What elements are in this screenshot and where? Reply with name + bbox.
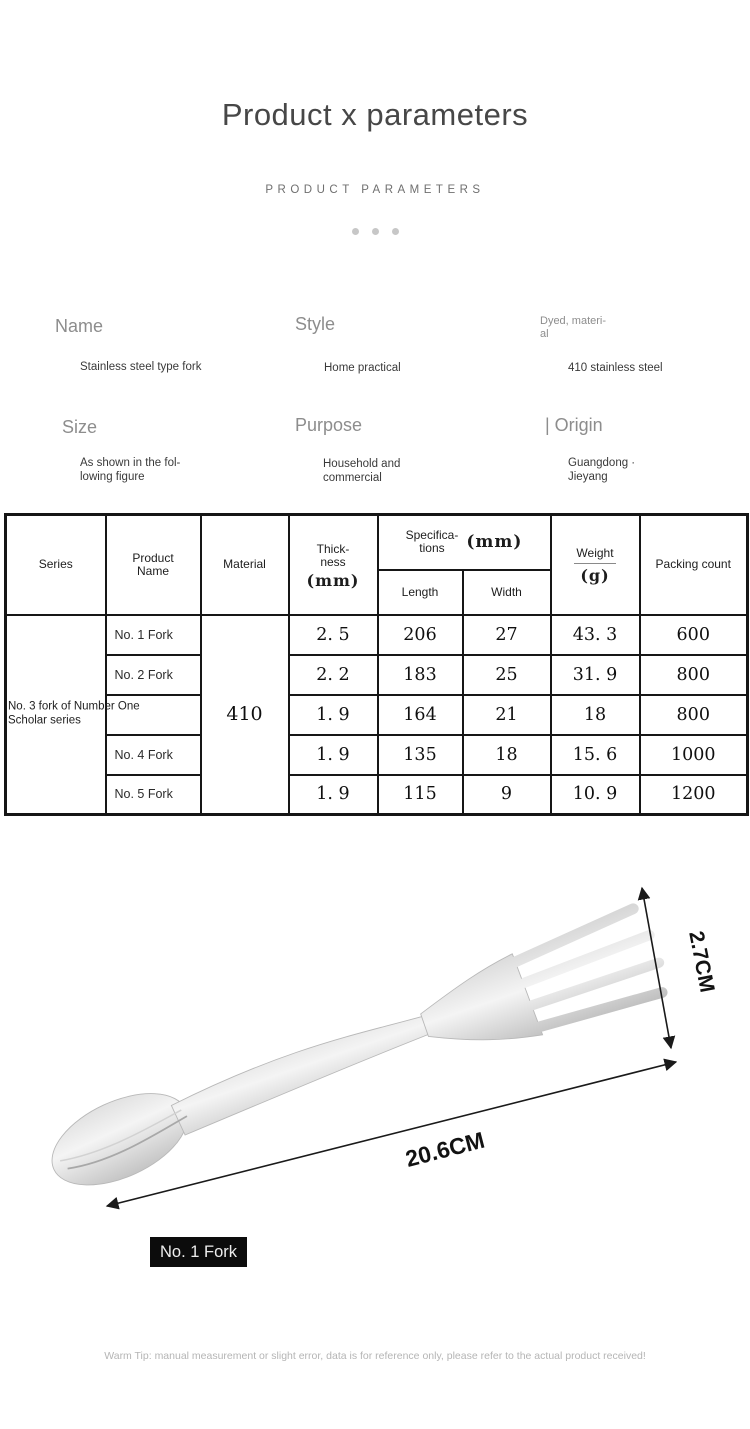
page-subtitle: PRODUCT PARAMETERS xyxy=(265,184,485,196)
width-dimension-arrow xyxy=(637,886,676,1050)
product-name-cell: No. 5 Fork xyxy=(104,773,202,816)
thickness-cell: 2. 5 xyxy=(287,613,379,656)
table-row: 1. 9 164 21 18 800 xyxy=(6,693,749,736)
width-cell: 21 xyxy=(461,693,552,736)
specifications-unit: (mm) xyxy=(466,531,523,552)
table-row: No. 2 Fork 2. 2 183 25 31. 9 800 xyxy=(6,653,749,696)
spec-label-purpose: Purpose xyxy=(295,415,363,435)
thickness-cell: 1. 9 xyxy=(287,733,379,776)
packing-cell: 800 xyxy=(638,653,749,696)
spec-value-material: 410 stainless steel xyxy=(568,362,663,374)
fork-dimension-figure: 2.7CM 20.6CM xyxy=(51,886,719,1210)
carousel-dot-icon xyxy=(351,228,359,235)
packing-cell: 1200 xyxy=(638,773,749,816)
spec-label-style: Style xyxy=(295,314,336,334)
spec-value-name: Stainless steel type fork xyxy=(80,361,202,373)
table-row: No. 4 Fork 1. 9 135 18 15. 6 1000 xyxy=(6,733,749,776)
packing-cell: 800 xyxy=(638,693,749,736)
width-dimension-label: 2.7CM xyxy=(684,929,718,994)
length-cell: 135 xyxy=(376,733,464,776)
product-name-cell: No. 4 Fork xyxy=(104,733,202,776)
width-cell: 27 xyxy=(461,613,552,656)
thickness-cell: 1. 9 xyxy=(287,773,379,816)
page-title: Product x parameters xyxy=(221,97,529,132)
weight-cell: 31. 9 xyxy=(549,653,641,696)
product-name-cell xyxy=(104,693,202,736)
col-header-length: Length xyxy=(376,568,464,616)
spec-label-size: Size xyxy=(62,417,98,437)
table-row: No. 3 fork of Number One Scholar series … xyxy=(4,613,749,816)
spec-value-purpose: Household and commercial xyxy=(323,458,401,484)
carousel-dot-icon xyxy=(391,228,399,235)
weight-word: Weight xyxy=(574,547,616,565)
spec-label-origin: | Origin xyxy=(545,415,603,435)
thickness-unit: (mm) xyxy=(306,570,360,590)
weight-cell: 10. 9 xyxy=(549,773,641,816)
thickness-word: Thick- ness xyxy=(316,541,350,569)
carousel-dots xyxy=(0,228,750,235)
length-dimension-label: 20.6CM xyxy=(403,1127,487,1172)
length-dimension-arrow xyxy=(105,1058,678,1210)
fork-caption-badge: No. 1 Fork xyxy=(150,1237,248,1267)
material-cell: 410 xyxy=(199,613,290,816)
col-header-specifications: Specifica- tions (mm) xyxy=(376,513,552,571)
col-header-product-name: Product Name xyxy=(104,513,202,616)
product-name-cell: No. 2 Fork xyxy=(104,653,202,696)
spec-value-style: Home practical xyxy=(324,362,401,374)
spec-value-origin: Guangdong · Jieyang xyxy=(568,457,636,483)
col-header-packing-count: Packing count xyxy=(638,513,749,616)
series-text: No. 3 fork of Number One Scholar series xyxy=(8,700,140,727)
weight-cell: 15. 6 xyxy=(549,733,641,776)
product-name-cell: No. 1 Fork xyxy=(104,613,202,656)
length-cell: 115 xyxy=(376,773,464,816)
carousel-dot-icon xyxy=(371,228,379,235)
spec-label-material: Dyed, materi- al xyxy=(540,315,607,340)
spec-table: Series Product Name Material Thick- ness… xyxy=(4,513,749,816)
series-cell: No. 3 fork of Number One Scholar series xyxy=(4,613,140,816)
warm-tip-text: Warm Tip: manual measurement or slight e… xyxy=(104,1350,646,1362)
length-cell: 183 xyxy=(376,653,464,696)
packing-cell: 1000 xyxy=(638,733,749,776)
spec-value-size: As shown in the fol- lowing figure xyxy=(80,457,181,483)
table-row: No. 5 Fork 1. 9 115 9 10. 9 1200 xyxy=(6,773,749,816)
width-cell: 18 xyxy=(461,733,552,776)
fork-image xyxy=(51,903,668,1186)
col-header-thickness: Thick- ness (mm) xyxy=(287,513,379,616)
col-header-weight: Weight (g) xyxy=(549,513,641,616)
thickness-cell: 2. 2 xyxy=(287,653,379,696)
weight-cell: 18 xyxy=(549,693,641,736)
weight-unit: (g) xyxy=(580,566,610,586)
length-cell: 206 xyxy=(376,613,464,656)
width-cell: 25 xyxy=(461,653,552,696)
col-header-material: Material xyxy=(199,513,290,616)
thickness-cell: 1. 9 xyxy=(287,693,379,736)
packing-cell: 600 xyxy=(638,613,749,656)
specifications-word: Specifica- tions xyxy=(405,528,459,556)
col-header-series: Series xyxy=(4,513,107,616)
length-cell: 164 xyxy=(376,693,464,736)
spec-label-name: Name xyxy=(55,316,104,336)
col-header-width: Width xyxy=(461,568,552,616)
width-cell: 9 xyxy=(461,773,552,816)
weight-cell: 43. 3 xyxy=(549,613,641,656)
